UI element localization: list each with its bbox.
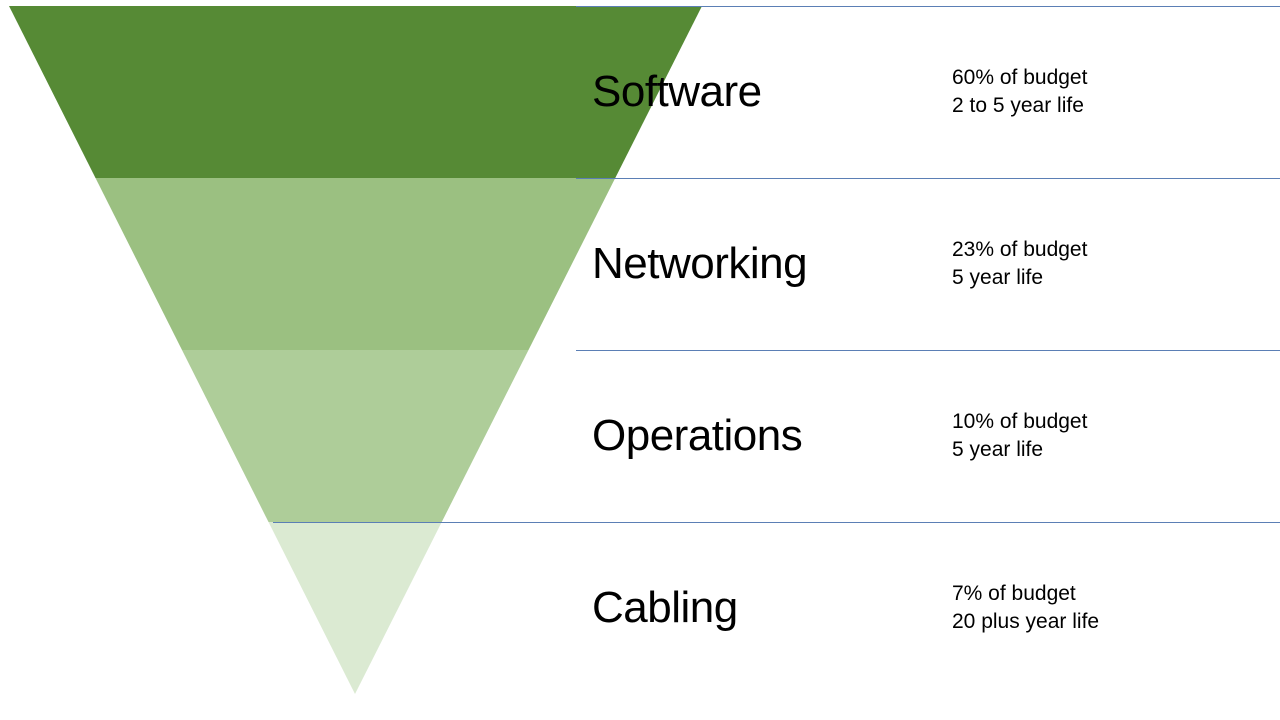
row-title: Operations <box>592 411 952 461</box>
row-detail-line2: 2 to 5 year life <box>952 92 1087 120</box>
row-title: Software <box>592 67 952 117</box>
row-detail-line2: 20 plus year life <box>952 608 1099 636</box>
row-detail: 60% of budget2 to 5 year life <box>952 64 1087 121</box>
funnel-row: Operations10% of budget5 year life <box>592 350 1280 522</box>
row-detail-line2: 5 year life <box>952 436 1087 464</box>
row-detail-line1: 23% of budget <box>952 236 1087 264</box>
row-title: Networking <box>592 239 952 289</box>
row-detail-line2: 5 year life <box>952 264 1087 292</box>
row-detail: 23% of budget5 year life <box>952 236 1087 293</box>
funnel-row: Software60% of budget2 to 5 year life <box>592 6 1280 178</box>
funnel-slice-1 <box>96 178 616 350</box>
funnel-slice-3 <box>269 522 442 694</box>
row-detail: 7% of budget20 plus year life <box>952 580 1099 637</box>
row-detail-line1: 7% of budget <box>952 580 1099 608</box>
row-detail-line1: 10% of budget <box>952 408 1087 436</box>
row-detail-line1: 60% of budget <box>952 64 1087 92</box>
row-title: Cabling <box>592 583 952 633</box>
funnel-row: Networking23% of budget5 year life <box>592 178 1280 350</box>
funnel-row: Cabling7% of budget20 plus year life <box>592 522 1280 694</box>
funnel-slice-2 <box>182 350 529 522</box>
funnel-diagram: Software60% of budget2 to 5 year lifeNet… <box>0 0 1280 720</box>
row-detail: 10% of budget5 year life <box>952 408 1087 465</box>
